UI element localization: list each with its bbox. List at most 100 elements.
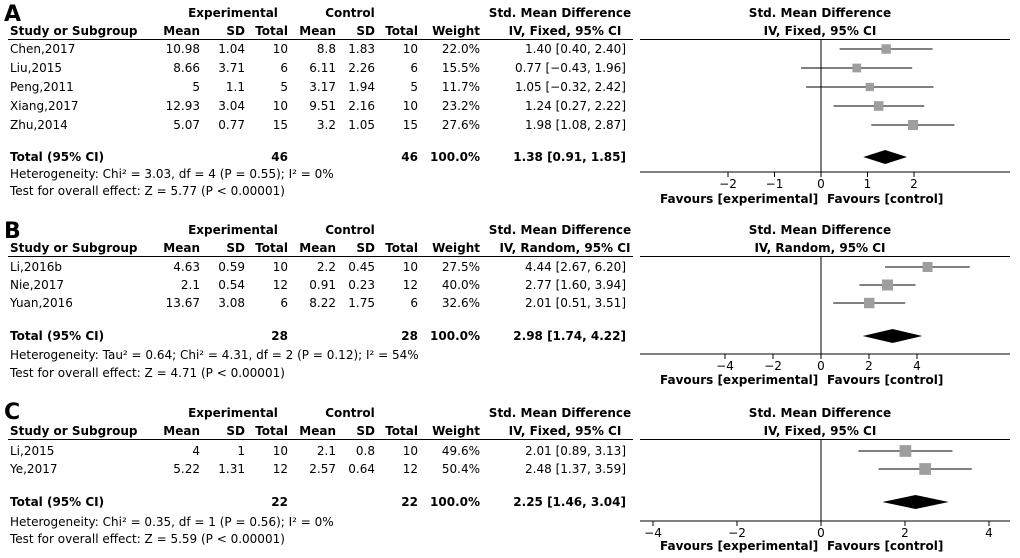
weight: 49.6% bbox=[441, 444, 480, 458]
exp-total-header: Total bbox=[255, 24, 288, 38]
exp-sd: 3.04 bbox=[218, 99, 245, 113]
study-name: Peng,2011 bbox=[10, 80, 74, 94]
heterogeneity-text: Heterogeneity: Chi² = 0.35, df = 1 (P = … bbox=[10, 515, 334, 529]
exp-sd: 3.71 bbox=[218, 61, 245, 75]
exp-sd: 0.54 bbox=[218, 278, 245, 292]
smd-plot-header: Std. Mean Difference bbox=[748, 406, 892, 420]
x-tick-label: 2 bbox=[865, 359, 873, 373]
panel-letter: A bbox=[4, 2, 22, 27]
smd-header: Std. Mean Difference bbox=[488, 406, 632, 420]
x-tick-label: −4 bbox=[644, 526, 662, 540]
study-name: Chen,2017 bbox=[10, 42, 76, 56]
method-header: IV, Random, 95% CI bbox=[499, 241, 631, 255]
exp-mean: 8.66 bbox=[173, 61, 200, 75]
control-header: Control bbox=[325, 6, 375, 20]
method-plot-header: IV, Fixed, 95% CI bbox=[763, 424, 877, 438]
ctl-mean-header: Mean bbox=[299, 241, 336, 255]
ctl-sd: 0.45 bbox=[348, 260, 375, 274]
effect-ci: 2.77 [1.60, 3.94] bbox=[525, 278, 626, 292]
exp-mean-header: Mean bbox=[163, 424, 200, 438]
exp-mean: 2.1 bbox=[180, 278, 200, 292]
exp-total: 5 bbox=[280, 80, 288, 94]
study-header: Study or Subgroup bbox=[10, 24, 138, 38]
exp-mean-header: Mean bbox=[163, 24, 200, 38]
ctl-sd: 2.26 bbox=[348, 61, 375, 75]
x-tick-label: −4 bbox=[716, 359, 734, 373]
pooled-ci: 1.38 [0.91, 1.85] bbox=[513, 150, 626, 164]
study-header: Study or Subgroup bbox=[10, 424, 138, 438]
exp-total: 12 bbox=[272, 278, 288, 292]
effect-ci: 1.24 [0.27, 2.22] bbox=[525, 99, 626, 113]
weight-header: Weight bbox=[432, 241, 480, 255]
exp-mean: 13.67 bbox=[165, 296, 200, 310]
exp-total-sum: 22 bbox=[271, 495, 288, 509]
panel-letter: C bbox=[4, 400, 21, 425]
favours-right-label: Favours [control] bbox=[827, 192, 944, 206]
study-name: Li,2015 bbox=[10, 444, 55, 458]
ctl-total: 5 bbox=[410, 80, 418, 94]
pooled-ci: 2.98 [1.74, 4.22] bbox=[513, 329, 626, 343]
exp-mean: 5.22 bbox=[173, 462, 200, 476]
ctl-total-header: Total bbox=[385, 24, 418, 38]
exp-sd: 0.59 bbox=[218, 260, 245, 274]
x-tick-label: 2 bbox=[901, 526, 909, 540]
ctl-sd: 0.64 bbox=[348, 462, 375, 476]
method-plot-header: IV, Random, 95% CI bbox=[754, 241, 886, 255]
exp-mean: 10.98 bbox=[165, 42, 200, 56]
ctl-total: 10 bbox=[402, 99, 418, 113]
exp-sd: 1 bbox=[237, 444, 245, 458]
overall-effect-text: Test for overall effect: Z = 4.71 (P < 0… bbox=[10, 366, 285, 380]
exp-mean: 4.63 bbox=[173, 260, 200, 274]
total-label: Total (95% CI) bbox=[10, 329, 105, 343]
favours-right-label: Favours [control] bbox=[827, 539, 944, 553]
study-name: Li,2016b bbox=[10, 260, 62, 274]
ctl-mean: 3.17 bbox=[309, 80, 336, 94]
favours-left-label: Favours [experimental] bbox=[660, 373, 819, 387]
ctl-mean: 8.22 bbox=[309, 296, 336, 310]
x-tick-label: 0 bbox=[817, 526, 825, 540]
smd-header: Std. Mean Difference bbox=[488, 6, 632, 20]
effect-ci: 2.48 [1.37, 3.59] bbox=[525, 462, 626, 476]
smd-header: Std. Mean Difference bbox=[488, 223, 632, 237]
method-plot-header: IV, Fixed, 95% CI bbox=[763, 24, 877, 38]
pooled-diamond bbox=[863, 150, 908, 164]
effect-ci: 2.01 [0.89, 3.13] bbox=[525, 444, 626, 458]
study-name: Zhu,2014 bbox=[10, 118, 68, 132]
smd-plot-header: Std. Mean Difference bbox=[748, 223, 892, 237]
exp-total-sum: 28 bbox=[271, 329, 288, 343]
ctl-total: 12 bbox=[402, 278, 418, 292]
effect-marker bbox=[908, 120, 919, 130]
weight: 50.4% bbox=[441, 462, 480, 476]
forest-plot: −4 −2 0 2 4 bbox=[640, 440, 1010, 540]
study-name: Nie,2017 bbox=[10, 278, 65, 292]
total-label: Total (95% CI) bbox=[10, 150, 105, 164]
effect-marker bbox=[919, 463, 932, 475]
favours-right-label: Favours [control] bbox=[827, 373, 944, 387]
effect-marker bbox=[852, 63, 862, 73]
ctl-sd: 0.8 bbox=[355, 444, 375, 458]
total-label: Total (95% CI) bbox=[10, 495, 105, 509]
exp-sd: 0.77 bbox=[218, 118, 245, 132]
experimental-header: Experimental bbox=[188, 223, 278, 237]
ctl-sd: 1.94 bbox=[348, 80, 375, 94]
exp-total: 10 bbox=[272, 260, 288, 274]
exp-mean: 4 bbox=[192, 444, 200, 458]
weight: 23.2% bbox=[441, 99, 480, 113]
experimental-header: Experimental bbox=[188, 406, 278, 420]
effect-marker bbox=[864, 297, 875, 309]
ctl-mean: 6.11 bbox=[309, 61, 336, 75]
ctl-mean: 8.8 bbox=[316, 42, 336, 56]
ctl-sd: 1.05 bbox=[348, 118, 375, 132]
control-header: Control bbox=[325, 223, 375, 237]
x-tick-label: −2 bbox=[728, 526, 746, 540]
weight: 15.5% bbox=[441, 61, 480, 75]
x-tick-label: −2 bbox=[764, 359, 782, 373]
favours-left-label: Favours [experimental] bbox=[660, 539, 819, 553]
exp-total: 10 bbox=[272, 444, 288, 458]
x-tick-label: 2 bbox=[910, 177, 918, 191]
x-tick-label: 4 bbox=[913, 359, 921, 373]
weight-header: Weight bbox=[432, 424, 480, 438]
header-rule bbox=[8, 439, 633, 440]
effect-ci: 1.40 [0.40, 2.40] bbox=[525, 42, 626, 56]
exp-total: 10 bbox=[272, 99, 288, 113]
